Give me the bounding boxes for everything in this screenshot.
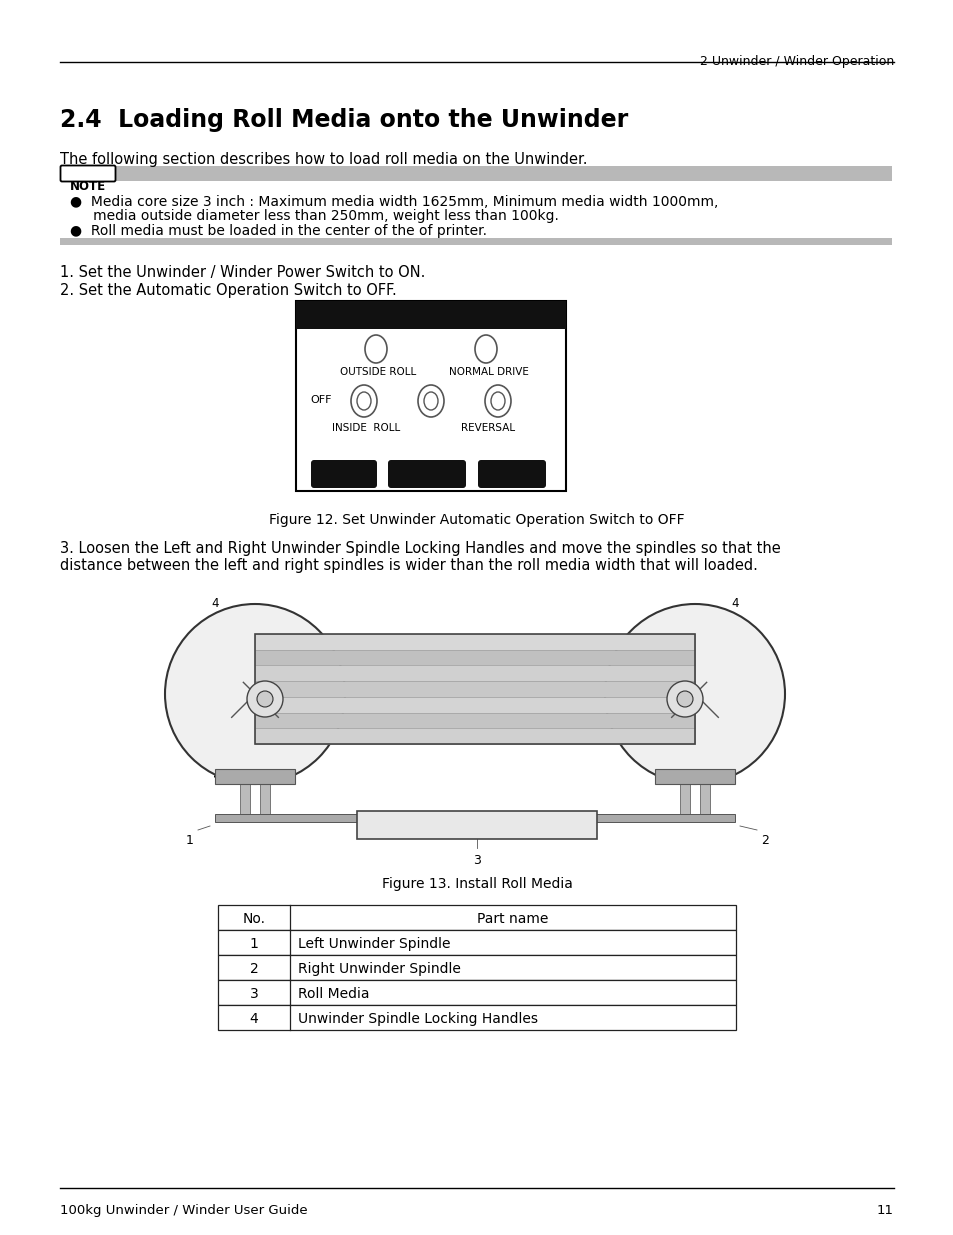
Text: 11: 11: [876, 1204, 893, 1216]
Bar: [254, 697, 695, 713]
Text: 3: 3: [473, 853, 481, 867]
Text: 100kg Unwinder / Winder User Guide: 100kg Unwinder / Winder User Guide: [60, 1204, 307, 1216]
Bar: [254, 729, 695, 743]
Ellipse shape: [351, 385, 376, 417]
Text: OUTSIDE ROLL: OUTSIDE ROLL: [339, 367, 416, 377]
Bar: [240, 784, 250, 814]
Bar: [655, 769, 734, 784]
Bar: [254, 634, 695, 743]
Bar: [254, 634, 695, 650]
Bar: [218, 905, 735, 930]
Text: AUTO: AUTO: [328, 468, 359, 478]
Text: 2. Set the Automatic Operation Switch to OFF.: 2. Set the Automatic Operation Switch to…: [60, 283, 396, 298]
Bar: [254, 666, 695, 682]
Text: 1. Set the Unwinder / Winder Power Switch to ON.: 1. Set the Unwinder / Winder Power Switc…: [60, 266, 425, 280]
Circle shape: [666, 680, 702, 718]
Bar: [254, 713, 695, 729]
Text: 2: 2: [760, 834, 768, 847]
Ellipse shape: [365, 335, 387, 363]
Text: Right Unwinder Spindle: Right Unwinder Spindle: [297, 962, 460, 976]
Bar: [218, 930, 735, 955]
Bar: [218, 1005, 735, 1030]
Text: 1: 1: [250, 937, 258, 951]
Text: Part name: Part name: [476, 911, 548, 926]
Bar: [295, 301, 565, 329]
Text: 3. Loosen the Left and Right Unwinder Spindle Locking Handles and move the spind: 3. Loosen the Left and Right Unwinder Sp…: [60, 541, 780, 556]
Text: INSIDE  ROLL: INSIDE ROLL: [332, 424, 400, 433]
Text: NOTE: NOTE: [70, 179, 106, 193]
FancyBboxPatch shape: [477, 459, 545, 488]
Ellipse shape: [356, 391, 371, 410]
Text: 4: 4: [211, 597, 218, 610]
Ellipse shape: [417, 385, 443, 417]
Bar: [254, 682, 695, 697]
Text: 4: 4: [731, 597, 738, 610]
Bar: [357, 811, 597, 839]
Bar: [254, 650, 695, 666]
Bar: [295, 301, 565, 492]
Circle shape: [247, 680, 283, 718]
Text: 1: 1: [186, 834, 193, 847]
FancyBboxPatch shape: [311, 459, 376, 488]
Bar: [214, 814, 734, 823]
Ellipse shape: [475, 335, 497, 363]
Text: No.: No.: [242, 911, 265, 926]
FancyBboxPatch shape: [388, 459, 465, 488]
Text: Left Unwinder Spindle: Left Unwinder Spindle: [297, 937, 450, 951]
Text: Roll Media: Roll Media: [297, 987, 369, 1002]
FancyBboxPatch shape: [60, 165, 115, 182]
Ellipse shape: [491, 391, 504, 410]
Text: NORMAL DRIVE: NORMAL DRIVE: [449, 367, 528, 377]
Bar: [679, 784, 689, 814]
Bar: [218, 955, 735, 981]
Text: ●  Roll media must be loaded in the center of the of printer.: ● Roll media must be loaded in the cente…: [70, 224, 486, 238]
Bar: [214, 769, 294, 784]
Text: The following section describes how to load roll media on the Unwinder.: The following section describes how to l…: [60, 152, 587, 167]
Text: Figure 13. Install Roll Media: Figure 13. Install Roll Media: [381, 877, 572, 890]
Text: 2: 2: [250, 962, 258, 976]
Text: Unwinder Spindle Locking Handles: Unwinder Spindle Locking Handles: [297, 1011, 537, 1026]
Bar: [218, 981, 735, 1005]
Circle shape: [256, 692, 273, 706]
Text: 4: 4: [250, 1011, 258, 1026]
Text: 3: 3: [250, 987, 258, 1002]
Bar: [60, 238, 891, 245]
Circle shape: [677, 692, 692, 706]
Text: Figure 12. Set Unwinder Automatic Operation Switch to OFF: Figure 12. Set Unwinder Automatic Operat…: [269, 513, 684, 527]
Bar: [260, 784, 270, 814]
Text: media outside diameter less than 250mm, weight less than 100kg.: media outside diameter less than 250mm, …: [80, 209, 558, 224]
Text: FORWARD: FORWARD: [387, 304, 475, 319]
Circle shape: [604, 604, 784, 784]
Text: distance between the left and right spindles is wider than the roll media width : distance between the left and right spin…: [60, 558, 757, 573]
Text: ●  Media core size 3 inch : Maximum media width 1625mm, Minimum media width 1000: ● Media core size 3 inch : Maximum media…: [70, 195, 718, 209]
Ellipse shape: [484, 385, 511, 417]
Text: REVERSAL: REVERSAL: [460, 424, 515, 433]
Circle shape: [165, 604, 345, 784]
Bar: [700, 784, 709, 814]
Ellipse shape: [423, 391, 437, 410]
Text: 2.4  Loading Roll Media onto the Unwinder: 2.4 Loading Roll Media onto the Unwinder: [60, 107, 628, 132]
Bar: [60, 165, 891, 182]
Text: 2 Unwinder / Winder Operation: 2 Unwinder / Winder Operation: [699, 56, 893, 68]
Text: OFF: OFF: [310, 395, 331, 405]
Text: INITIALIZE: INITIALIZE: [398, 468, 455, 478]
Text: MANUAL: MANUAL: [488, 468, 536, 478]
